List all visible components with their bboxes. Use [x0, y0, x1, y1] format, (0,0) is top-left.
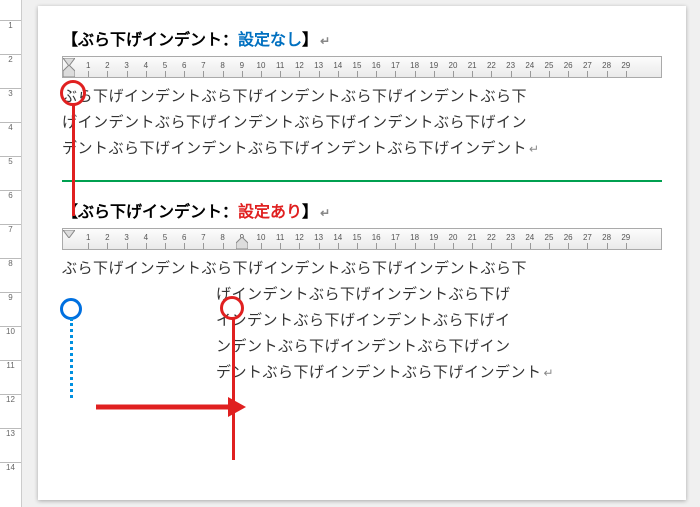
heading1-setting: 設定なし: [238, 32, 302, 49]
hanging-indent-marker[interactable]: [63, 65, 75, 78]
text-line-first: ぶら下げインデントぶら下げインデントぶら下げインデントぶら下: [62, 256, 662, 282]
text-line: げインデントぶら下げインデントぶら下げインデントぶら下げイン: [62, 110, 662, 136]
heading1-label: ぶら下げインデント：: [78, 32, 238, 49]
document-page: 【ぶら下げインデント：設定なし】↵ 1234567891011121314151…: [38, 6, 686, 500]
text-line: ぶら下げインデントぶら下げインデントぶら下げインデントぶら下: [62, 84, 662, 110]
text-line-hanging: げインデントぶら下げインデントぶら下げ: [62, 282, 662, 308]
bracket-close: 】: [302, 32, 318, 49]
text-line-hanging: インデントぶら下げインデントぶら下げイ: [62, 308, 662, 334]
paragraph-with-indent: ぶら下げインデントぶら下げインデントぶら下げインデントぶら下げインデントぶら下げ…: [62, 256, 662, 386]
horizontal-ruler-2[interactable]: 1234567891011121314151617181920212223242…: [62, 228, 662, 250]
hanging-indent-marker[interactable]: [236, 237, 248, 250]
text-line: デントぶら下げインデントぶら下げインデントぶら下げインデント↵: [62, 136, 662, 162]
bracket-open: 【: [62, 32, 78, 49]
heading2-label: ぶら下げインデント：: [78, 204, 238, 221]
annotation-circle-blue: [60, 298, 82, 320]
heading-with-indent: 【ぶら下げインデント：設定あり】↵: [62, 198, 662, 222]
annotation-vline-3: [232, 318, 235, 460]
annotation-arrow: [96, 392, 248, 422]
vertical-ruler: 1234567891011121314: [0, 0, 22, 507]
heading-no-indent: 【ぶら下げインデント：設定なし】↵: [62, 26, 662, 50]
annotation-circle-ruler2: [220, 296, 244, 320]
text-line-hanging: デントぶら下げインデントぶら下げインデント↵: [62, 360, 662, 386]
green-divider: [62, 180, 662, 182]
bracket-close: 】: [302, 204, 318, 221]
horizontal-ruler-1[interactable]: 1234567891011121314151617181920212223242…: [62, 56, 662, 78]
paragraph-no-indent: ぶら下げインデントぶら下げインデントぶら下げインデントぶら下げインデントぶら下げ…: [62, 84, 662, 162]
first-line-indent-marker[interactable]: [63, 230, 75, 244]
return-mark: ↵: [320, 34, 330, 48]
annotation-circle-ruler1: [60, 80, 86, 106]
annotation-vline-blue: [70, 318, 73, 398]
return-mark: ↵: [320, 206, 330, 220]
heading2-setting: 設定あり: [238, 204, 302, 221]
text-line-hanging: ンデントぶら下げインデントぶら下げイン: [62, 334, 662, 360]
annotation-vline-1: [72, 104, 75, 216]
bracket-open: 【: [62, 204, 78, 221]
